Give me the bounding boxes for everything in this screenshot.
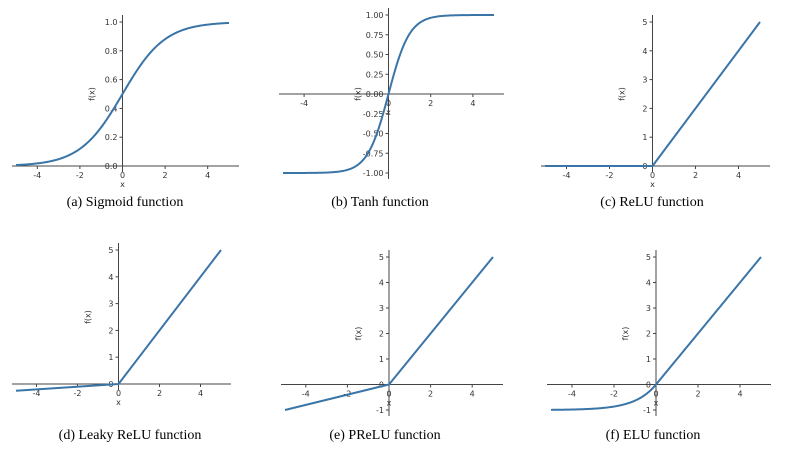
y-tick-label: 3	[108, 300, 113, 309]
series-line	[550, 256, 762, 411]
y-tick-label: 1	[379, 355, 384, 364]
y-tick-label: -0.50	[363, 130, 384, 139]
y-tick-label: -1.00	[363, 169, 384, 178]
y-tick-label: 0.0	[105, 162, 118, 171]
y-tick-label: -1	[376, 406, 384, 415]
x-axis-label: x	[650, 180, 655, 189]
caption-sigmoid: (a) Sigmoid function	[66, 195, 184, 210]
series-line	[15, 21, 230, 167]
x-axis-label: x	[386, 108, 391, 117]
series-line	[15, 249, 222, 392]
x-tick-label: -2	[74, 389, 82, 398]
x-tick-label: 2	[695, 390, 700, 399]
y-tick-label: -1	[643, 406, 651, 415]
y-tick-label: 0.50	[366, 51, 384, 60]
y-tick-label: 1	[646, 355, 651, 364]
y-axis-label: f(x)	[354, 87, 363, 101]
x-axis-label: x	[120, 180, 125, 189]
y-tick-label: 2	[646, 330, 651, 339]
y-tick-label: 4	[379, 279, 384, 288]
x-tick-label: -4	[300, 99, 308, 108]
y-tick-label: 3	[642, 76, 647, 85]
y-tick-label: 0.25	[366, 70, 384, 79]
y-tick-label: 2	[108, 326, 113, 335]
y-tick-label: 0.4	[105, 104, 118, 113]
caption-prelu: (e) PReLU function	[329, 428, 441, 443]
x-tick-label: -4	[302, 390, 310, 399]
x-tick-label: 2	[693, 171, 698, 180]
x-tick-label: 0	[120, 171, 125, 180]
y-axis-label: f(x)	[621, 327, 630, 341]
chart-panel-0: -4 -2 0 2 4 0.0 0.2 0.4 0.6 0.8 1.0 x f(x)	[12, 15, 239, 189]
y-tick-label: 5	[646, 253, 651, 262]
y-axis-label: f(x)	[354, 327, 363, 341]
x-tick-label: 2	[157, 389, 162, 398]
caption-leaky-relu: (d) Leaky ReLU function	[58, 428, 202, 443]
x-tick-label: 4	[470, 390, 475, 399]
y-tick-label: 4	[108, 273, 113, 282]
x-tick-label: 4	[737, 390, 742, 399]
x-tick-label: 0	[650, 171, 655, 180]
y-tick-label: 1.00	[366, 11, 384, 20]
y-tick-label: 3	[646, 304, 651, 313]
y-tick-label: 0.75	[366, 31, 384, 40]
y-tick-label: 2	[642, 104, 647, 113]
x-axis-label: x	[654, 399, 659, 408]
y-tick-label: 3	[379, 304, 384, 313]
y-tick-label: 0.6	[105, 76, 118, 85]
chart-panel-1: -4 0 2 4 1.00 0.75 0.50 0.25 0.00 -0.25 -0.50 -0.75…	[279, 8, 504, 179]
x-tick-label: -4	[33, 171, 41, 180]
y-tick-label: 5	[642, 18, 647, 27]
x-tick-label: 4	[205, 171, 210, 180]
x-tick-label: -2	[606, 171, 614, 180]
caption-relu: (c) ReLU function	[600, 195, 704, 210]
y-axis-label: f(x)	[618, 87, 627, 101]
y-tick-label: -0.25	[363, 110, 384, 119]
y-tick-label: 1.0	[105, 18, 118, 27]
y-tick-label: 0.00	[366, 90, 384, 99]
x-tick-label: 2	[428, 99, 433, 108]
x-tick-label: 4	[198, 389, 203, 398]
x-tick-label: -4	[563, 171, 571, 180]
x-tick-label: -2	[610, 390, 618, 399]
y-tick-label: 1	[642, 133, 647, 142]
y-tick-label: 0	[379, 381, 384, 390]
x-tick-label: -4	[568, 390, 576, 399]
y-tick-label: 1	[108, 353, 113, 362]
y-axis-label: f(x)	[88, 87, 97, 101]
x-axis-label: x	[116, 398, 121, 407]
x-tick-label: 2	[428, 390, 433, 399]
series-line	[283, 14, 494, 174]
x-tick-label: -2	[76, 171, 84, 180]
y-tick-label: 4	[646, 279, 651, 288]
y-tick-label: 0.2	[105, 133, 118, 142]
x-tick-label: 4	[470, 99, 475, 108]
y-tick-label: 4	[642, 47, 647, 56]
y-tick-label: 0.8	[105, 47, 118, 56]
x-tick-label: 0	[116, 389, 121, 398]
y-tick-label: 0	[646, 381, 651, 390]
series-line	[545, 21, 761, 167]
x-tick-label: 4	[736, 171, 741, 180]
x-tick-label: 0	[653, 390, 658, 399]
caption-tanh: (b) Tanh function	[331, 195, 429, 210]
x-tick-label: 0	[386, 99, 391, 108]
y-tick-label: 5	[379, 253, 384, 262]
series-line	[284, 256, 494, 411]
y-tick-label: 5	[108, 246, 113, 255]
x-axis-label: x	[387, 399, 392, 408]
x-tick-label: -4	[33, 389, 41, 398]
y-axis-label: f(x)	[84, 310, 93, 324]
x-tick-label: 2	[163, 171, 168, 180]
x-tick-label: 0	[386, 390, 391, 399]
caption-elu: (f) ELU function	[605, 428, 701, 443]
y-tick-label: 2	[379, 330, 384, 339]
y-tick-label: -0.75	[363, 149, 384, 158]
